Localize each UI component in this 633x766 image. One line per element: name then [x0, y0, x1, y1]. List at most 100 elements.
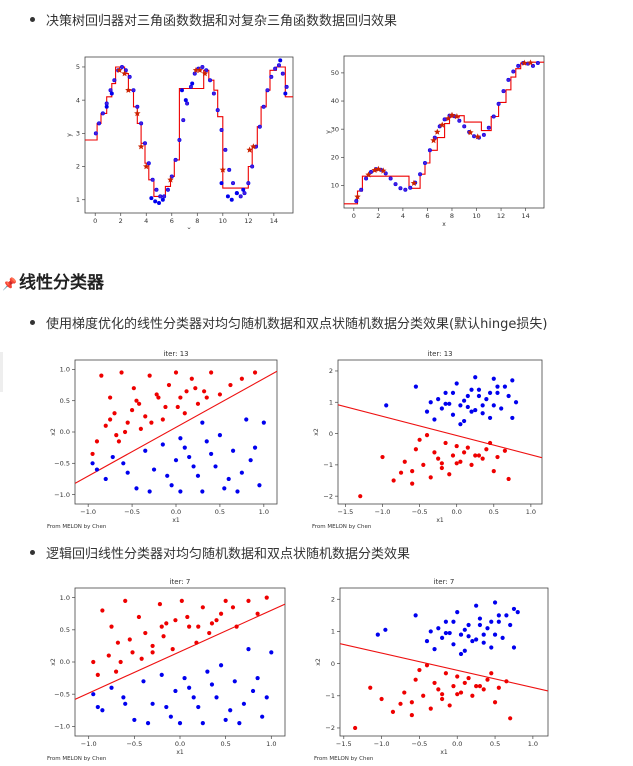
data-point: [480, 456, 485, 461]
plot-area: [75, 595, 285, 726]
data-point: [510, 415, 515, 421]
y-tick-label: 1: [76, 196, 80, 204]
data-point: [183, 98, 188, 103]
data-point: [157, 601, 163, 607]
star-point: [371, 166, 378, 173]
data-point: [511, 645, 517, 650]
data-point: [439, 406, 444, 411]
data-point: [469, 462, 474, 467]
data-point: [462, 627, 467, 632]
data-point: [458, 690, 464, 695]
y-tick-label: 40: [331, 97, 339, 105]
fit-point: [364, 177, 368, 180]
fit-point: [359, 188, 363, 192]
data-point: [161, 634, 166, 639]
plot-area: [340, 600, 548, 731]
fit-point: [269, 75, 273, 79]
data-point: [122, 429, 128, 435]
fit-point: [170, 175, 174, 178]
fit-point: [389, 177, 393, 180]
star-point: [137, 143, 145, 150]
data-point: [196, 624, 201, 629]
data-point: [462, 680, 467, 686]
data-point: [119, 370, 124, 375]
fit-point: [109, 88, 112, 92]
data-point: [496, 619, 501, 624]
fit-point: [281, 72, 285, 75]
data-point: [153, 199, 158, 204]
data-point: [513, 400, 519, 405]
data-point: [469, 409, 474, 414]
bullet-dot-icon: [30, 17, 35, 22]
x-tick-label: 1.0: [259, 508, 269, 516]
data-point: [125, 470, 130, 475]
star-point: [438, 121, 446, 128]
x-tick-label: 0: [93, 217, 97, 225]
data-point: [436, 397, 441, 402]
data-point: [173, 618, 178, 623]
data-point: [123, 701, 128, 706]
data-point: [182, 411, 187, 416]
data-point: [115, 640, 121, 645]
data-point: [455, 610, 460, 615]
data-point: [462, 450, 467, 455]
data-point: [500, 635, 505, 640]
data-point: [413, 677, 418, 682]
data-point: [496, 613, 501, 618]
star-point: [116, 66, 123, 73]
data-point: [94, 467, 100, 472]
data-point: [147, 489, 152, 494]
data-point: [465, 393, 470, 399]
data-point: [223, 598, 228, 603]
y-tick-label: −1: [323, 461, 333, 469]
decision-boundary-line: [75, 370, 277, 484]
section-heading: 📌 线性分类器: [2, 268, 104, 293]
chart-title: iter: 7: [170, 578, 191, 586]
data-point: [428, 706, 433, 711]
data-point: [481, 632, 486, 637]
data-point: [178, 395, 183, 400]
data-point: [136, 614, 142, 620]
fit-point: [369, 170, 373, 174]
data-point: [108, 395, 113, 400]
bullet-text: 逻辑回归线性分类器对均匀随机数据和双点状随机数据分类效果: [46, 547, 411, 562]
y-tick-label: −1: [325, 692, 335, 700]
bullet-text: 决策树回归器对三角函数数据和对复杂三角函数数据回归效果: [46, 14, 398, 29]
star-point: [430, 137, 437, 144]
x-tick-label: 0: [352, 212, 356, 220]
fit-point: [147, 161, 151, 165]
data-point: [447, 401, 452, 406]
data-point: [454, 443, 459, 449]
star-point: [250, 143, 257, 150]
data-point: [264, 695, 269, 700]
data-point: [496, 685, 501, 690]
data-point: [421, 693, 426, 698]
y-tick-label: 1.0: [60, 366, 70, 374]
fit-point: [408, 186, 412, 190]
x-tick-label: −0.5: [126, 740, 142, 748]
fit-point: [399, 186, 402, 190]
data-point: [491, 376, 496, 381]
fit-point: [516, 64, 520, 68]
data-point: [476, 453, 482, 458]
y-tick-label: 20: [331, 154, 339, 162]
chart-dt-complex: 0 2 4 6 8 10 12 14 10 20 30 40 50 x y: [322, 50, 550, 230]
data-point: [228, 382, 233, 388]
plot-area: [85, 58, 293, 206]
data-point: [474, 603, 479, 608]
data-point: [200, 420, 205, 425]
fit-point: [239, 195, 243, 198]
data-point: [283, 91, 288, 96]
x-tick-label: 1.0: [266, 740, 276, 748]
data-point: [95, 704, 100, 710]
data-point: [213, 464, 218, 469]
data-point: [103, 476, 108, 482]
data-point: [443, 390, 448, 395]
data-point: [222, 486, 227, 491]
data-point: [214, 695, 219, 700]
data-point: [255, 611, 260, 616]
data-point: [131, 386, 136, 391]
data-point: [159, 624, 164, 629]
fit-point: [428, 148, 432, 152]
data-point: [143, 630, 148, 636]
